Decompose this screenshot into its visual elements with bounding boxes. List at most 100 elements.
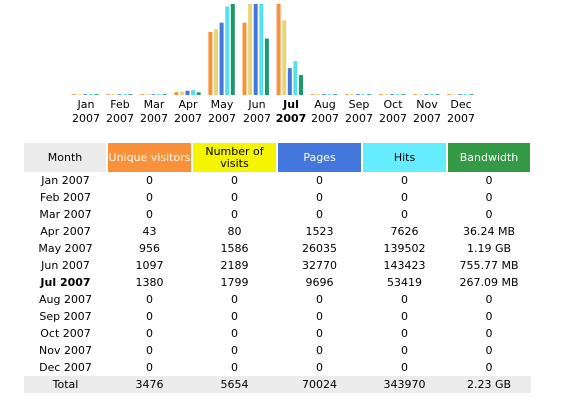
bar-unique-visitors: [242, 22, 247, 96]
month-label-year: 2007: [72, 112, 100, 125]
row-bandwidth: 0: [485, 361, 493, 374]
bar-hits: [463, 94, 468, 95]
total-unique: 3476: [107, 376, 192, 393]
bar-unique-visitors: [413, 94, 417, 95]
row-pages: 0: [316, 310, 323, 323]
row-pages: 0: [316, 344, 323, 357]
month-label-name: Sep: [348, 98, 370, 111]
month-label-name: Jan: [77, 98, 95, 111]
row-month: Sep 2007: [39, 310, 92, 323]
bar-pages: [458, 94, 463, 95]
month-label-year: 2007: [140, 112, 168, 125]
month-label: Oct 2007: [376, 98, 410, 126]
row-hits: 0: [401, 310, 408, 323]
bar-hits: [327, 94, 332, 95]
row-bandwidth: 0: [485, 327, 493, 340]
bar-bandwidth: [435, 94, 440, 95]
row-bandwidth: 0: [485, 344, 493, 357]
bar-unique-visitors: [378, 94, 383, 95]
bar-number-of-visits: [282, 20, 287, 96]
month-label-year: 2007: [345, 112, 373, 125]
bar-number-of-visits: [145, 94, 150, 95]
bar-bandwidth: [333, 94, 338, 95]
row-unique: 0: [146, 191, 153, 204]
month-label: Jan 2007: [69, 98, 103, 126]
row-unique: 0: [146, 310, 153, 323]
bar-hits: [293, 61, 298, 95]
table-row: Sep 2007 0 0 0 0 0: [24, 308, 531, 325]
bar-unique-visitors: [208, 32, 213, 95]
bar-bandwidth: [469, 94, 474, 95]
header-unique-visitors: Unique visitors: [107, 143, 193, 172]
month-label-year: 2007: [275, 112, 307, 125]
bar-hits: [122, 94, 127, 95]
header-pages: Pages: [277, 143, 363, 172]
total-hits: 343970: [362, 376, 447, 393]
row-hits: 0: [401, 327, 408, 340]
bar-bandwidth: [230, 4, 235, 95]
bar-unique-visitors: [310, 94, 315, 95]
row-pages: 26035: [302, 242, 337, 255]
row-month: Jun 2007: [41, 259, 90, 272]
row-month: Jul 2007: [40, 276, 91, 289]
row-unique: 0: [146, 208, 153, 221]
row-unique: 1097: [135, 259, 164, 272]
month-label: May 2007: [205, 98, 239, 126]
month-label-name: Nov: [416, 98, 438, 111]
bar-unique-visitors: [447, 94, 452, 95]
table-row: Oct 2007 0 0 0 0 0: [24, 325, 531, 342]
bar-pages: [83, 94, 88, 95]
bar-hits: [157, 94, 161, 95]
header-month: Month: [24, 143, 108, 172]
bar-hits: [88, 94, 93, 95]
table-row: May 2007 956 1586 26035 139502 1.19 GB: [24, 240, 531, 257]
month-label-name: Dec: [450, 98, 472, 111]
row-bandwidth: 0: [485, 174, 493, 187]
month-label: Aug 2007: [308, 98, 342, 126]
row-bandwidth: 0: [485, 310, 493, 323]
table-row: Jun 2007 1097 2189 32770 143423 755.77 MB: [24, 257, 531, 274]
bar-bandwidth: [196, 92, 201, 95]
bar-pages: [321, 94, 326, 95]
row-hits: 0: [401, 174, 408, 187]
row-bandwidth: 0: [485, 191, 493, 204]
bar-bandwidth: [401, 94, 406, 95]
row-bandwidth: 0: [485, 293, 493, 306]
bar-unique-visitors: [276, 4, 281, 95]
table-header-row: Month Unique visitors Number of visits P…: [24, 143, 532, 172]
month-label: Nov 2007: [410, 98, 444, 126]
bar-number-of-visits: [179, 91, 184, 95]
row-pages: 0: [316, 327, 323, 340]
bar-bandwidth: [299, 75, 303, 95]
row-month: Apr 2007: [40, 225, 91, 238]
row-unique: 43: [142, 225, 157, 238]
month-label-name: Jun: [248, 98, 266, 111]
bar-unique-visitors: [140, 94, 145, 95]
table-row: Feb 2007 0 0 0 0 0: [24, 189, 531, 206]
bar-pages: [424, 94, 429, 95]
bar-pages: [117, 94, 122, 95]
row-bandwidth: 755.77 MB: [459, 259, 519, 272]
row-visits: 0: [231, 361, 238, 374]
month-label: Sep 2007: [342, 98, 376, 126]
bar-pages: [356, 94, 360, 95]
row-pages: 0: [316, 174, 323, 187]
month-label-name: Mar: [143, 98, 165, 111]
bar-unique-visitors: [72, 94, 76, 95]
month-label: Jul 2007: [274, 98, 308, 126]
month-label-name: Feb: [110, 98, 130, 111]
row-visits: 1799: [220, 276, 249, 289]
month-label-year: 2007: [208, 112, 236, 125]
total-bandwidth: 2.23 GB: [447, 376, 531, 393]
month-label-year: 2007: [243, 112, 271, 125]
table-row: Nov 2007 0 0 0 0 0: [24, 342, 531, 359]
row-pages: 0: [316, 361, 323, 374]
month-label-name: Aug: [314, 98, 336, 111]
month-label: Feb 2007: [103, 98, 137, 126]
bar-hits: [361, 94, 366, 95]
row-unique: 0: [146, 361, 153, 374]
row-month: Aug 2007: [39, 293, 92, 306]
row-bandwidth: 267.09 MB: [459, 276, 519, 289]
bar-number-of-visits: [77, 94, 82, 95]
row-month: Dec 2007: [39, 361, 92, 374]
